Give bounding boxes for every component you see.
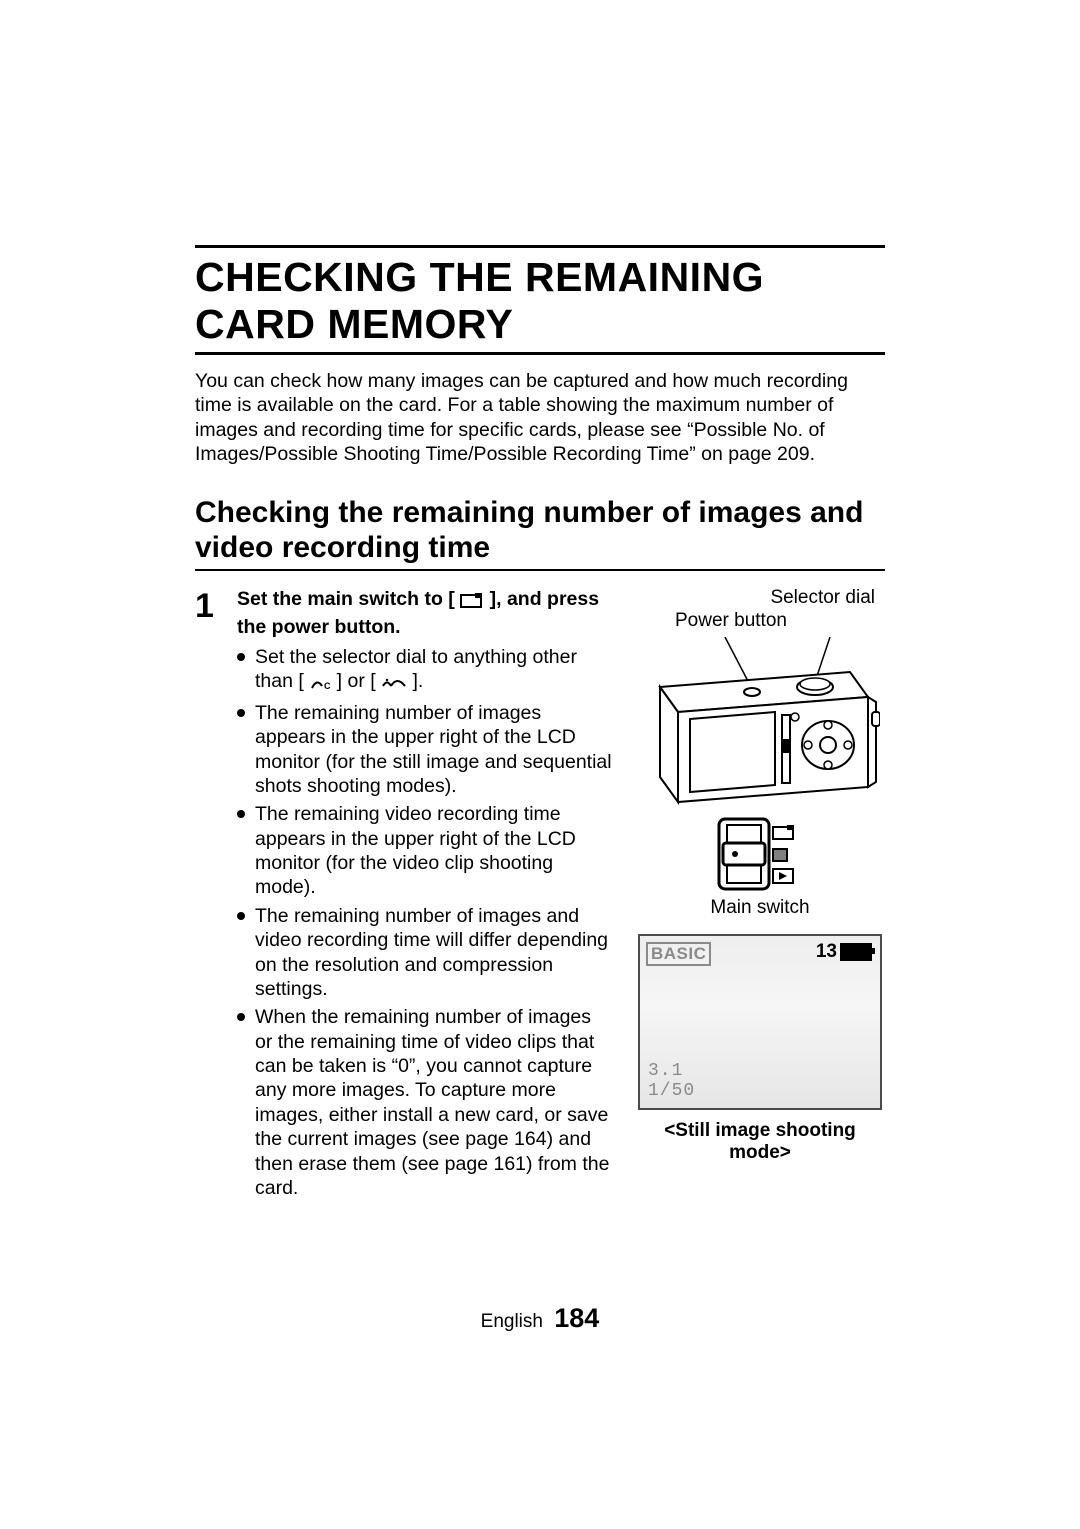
night-mode-icon — [381, 672, 407, 696]
main-switch-label: Main switch — [635, 897, 885, 920]
footer-language: English — [481, 1311, 543, 1332]
camera-illustration — [640, 637, 880, 807]
step-number: 1 — [195, 587, 237, 1204]
page-title: CHECKING THE REMAINING CARD MEMORY — [195, 254, 885, 348]
subtitle-underline — [195, 569, 885, 571]
section-subtitle: Checking the remaining number of images … — [195, 495, 885, 566]
step-1: 1 Set the main switch to [ ], and press … — [195, 587, 885, 1204]
lcd-preview: BASIC 13 3.1 1/50 — [638, 934, 882, 1110]
page-footer: English 184 — [0, 1303, 1080, 1334]
intro-paragraph: You can check how many images can be cap… — [195, 369, 885, 467]
svg-text:C: C — [324, 681, 331, 690]
lcd-bottom-readout: 3.1 1/50 — [648, 1062, 695, 1102]
power-button-label: Power button — [635, 610, 885, 633]
lcd-count-value: 13 — [816, 941, 837, 963]
bullet-4: The remaining number of images and video… — [237, 904, 613, 1002]
figure-column: Selector dial Power button — [635, 587, 885, 1204]
step-text: Set the main switch to [ ], and press th… — [237, 587, 613, 1204]
bullet-3: The remaining video recording time appea… — [237, 802, 613, 900]
lcd-remaining-count: 13 — [816, 941, 872, 963]
bullet-1c: ]. — [413, 670, 424, 692]
lead-part-a: Set the main switch to [ — [237, 588, 455, 610]
main-switch-illustration — [715, 815, 805, 893]
title-underline — [195, 352, 885, 355]
manual-page: CHECKING THE REMAINING CARD MEMORY You c… — [0, 0, 1080, 1529]
bullet-1: Set the selector dial to anything other … — [237, 645, 613, 697]
bullet-1b: ] or [ — [337, 670, 376, 692]
camera-mode-icon — [460, 590, 484, 614]
footer-page-number: 184 — [554, 1303, 599, 1333]
figure-caption: <Still image shooting mode> — [635, 1120, 885, 1164]
battery-icon — [840, 943, 872, 961]
lcd-aperture: 3.1 — [648, 1062, 695, 1082]
bullet-5: When the remaining number of images or t… — [237, 1005, 613, 1200]
lcd-basic-badge: BASIC — [646, 942, 711, 966]
step-body: Set the main switch to [ ], and press th… — [237, 587, 885, 1204]
portrait-mode-icon: C — [309, 672, 331, 696]
step-bullets: Set the selector dial to anything other … — [237, 645, 613, 1200]
lcd-shutter: 1/50 — [648, 1082, 695, 1102]
bullet-2: The remaining number of images appears i… — [237, 701, 613, 799]
selector-dial-label: Selector dial — [635, 587, 885, 610]
top-rule — [195, 245, 885, 248]
step-lead: Set the main switch to [ ], and press th… — [237, 588, 599, 637]
